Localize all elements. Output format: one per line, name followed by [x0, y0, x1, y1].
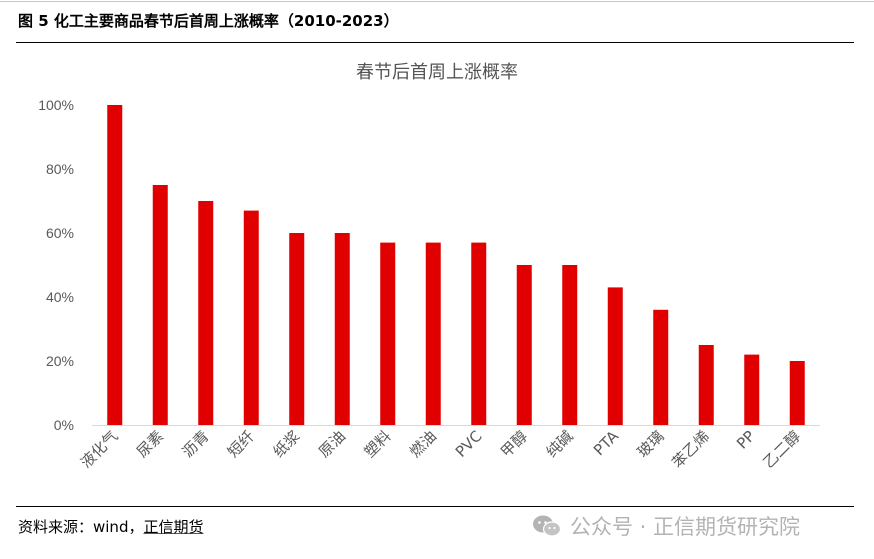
x-tick-label: 液化气 [77, 427, 122, 472]
source-prefix: 资料来源：wind， [18, 518, 144, 536]
x-tick-label: 塑料 [361, 427, 395, 461]
bar [380, 242, 396, 425]
y-tick-label: 60% [46, 225, 74, 241]
bar [698, 345, 714, 425]
watermark-text: 公众号 · 正信期货研究院 [570, 515, 801, 539]
y-tick-label: 40% [46, 289, 74, 305]
bar [516, 265, 532, 425]
bar [653, 309, 669, 425]
x-tick-label: 沥青 [179, 427, 213, 461]
bar [471, 242, 487, 425]
bar [744, 354, 760, 425]
x-tick-label: 甲醇 [497, 427, 531, 461]
bar [289, 233, 305, 425]
y-tick-label: 0% [54, 417, 74, 433]
x-tick-label: 苯乙烯 [669, 427, 714, 472]
x-tick-label: 乙二醇 [760, 427, 805, 472]
x-tick-label: 纯碱 [543, 427, 577, 461]
bar [562, 265, 578, 425]
y-tick-label: 20% [46, 353, 74, 369]
watermark: 公众号 · 正信期货研究院 [532, 511, 800, 541]
source-note: 资料来源：wind，正信期货 [18, 516, 203, 537]
bar [789, 361, 805, 425]
x-tick-label: 燃油 [406, 427, 440, 461]
figure-title: 图 5 化工主要商品春节后首周上涨概率（2010-2023） [18, 12, 399, 30]
x-tick-label: PVC [452, 427, 486, 461]
footer-divider [16, 506, 854, 507]
x-tick-label: 短纤 [224, 427, 258, 461]
wechat-icon [532, 514, 562, 538]
x-tick-label: 纸浆 [270, 427, 304, 461]
bar [425, 242, 441, 425]
bar [607, 287, 623, 425]
chart-title: 春节后首周上涨概率 [356, 62, 518, 83]
y-tick-label: 100% [38, 97, 74, 113]
x-tick-label: 原油 [315, 427, 349, 461]
bar [198, 201, 214, 425]
x-tick-label: PTA [590, 427, 623, 460]
y-tick-label: 80% [46, 161, 74, 177]
x-tick-label: 玻璃 [634, 427, 668, 461]
bar [334, 233, 350, 425]
header-divider [16, 42, 854, 43]
bar [152, 185, 168, 425]
source-link[interactable]: 正信期货 [143, 518, 204, 536]
bar [243, 210, 259, 425]
top-border [0, 1, 874, 2]
x-tick-label: 尿素 [133, 427, 167, 461]
bar [107, 105, 123, 425]
x-tick-label: PP [733, 427, 759, 453]
